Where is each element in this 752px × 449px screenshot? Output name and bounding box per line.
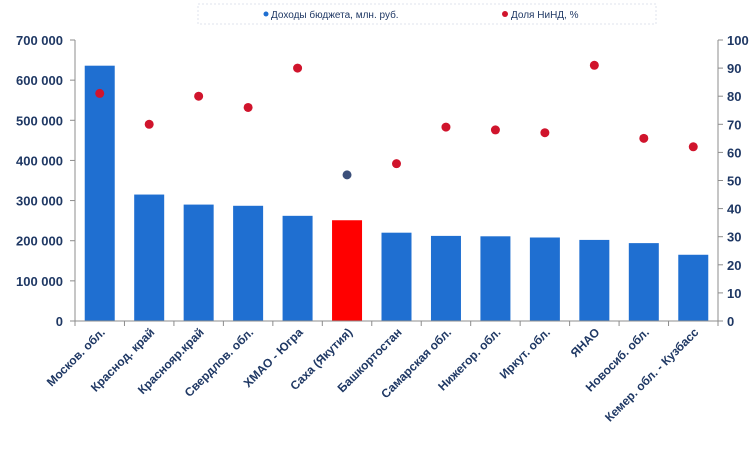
right-tick-label-3: 30 bbox=[727, 230, 741, 245]
left-tick-label-7: 700 000 bbox=[16, 33, 63, 48]
bar-3 bbox=[233, 205, 264, 321]
bar-7 bbox=[430, 235, 461, 321]
right-tick-label-5: 50 bbox=[727, 174, 741, 189]
share-point-6 bbox=[392, 159, 401, 169]
axes-layer: 0 100 000 200 000 300 000 400 000 500 000 600 … bbox=[16, 33, 749, 329]
left-tick-label-6: 600 000 bbox=[16, 73, 63, 88]
share-point-1 bbox=[144, 119, 154, 129]
category-labels: Москов. обл.Краснод. крайКраснояр.крайСв… bbox=[44, 325, 702, 425]
legend-box bbox=[197, 3, 657, 25]
right-tick-label-1: 10 bbox=[727, 286, 741, 301]
left-tick-label-4: 400 000 bbox=[16, 153, 63, 168]
share-point-4 bbox=[293, 63, 303, 73]
share-point-8 bbox=[490, 125, 500, 135]
legend-marker-share bbox=[502, 11, 508, 17]
share-point-5 bbox=[342, 170, 352, 180]
left-tick-label-3: 300 000 bbox=[16, 194, 63, 209]
share-point-10 bbox=[589, 60, 599, 70]
right-tick-label-6: 60 bbox=[727, 145, 741, 160]
category-label-12: Кемер. обл. - Кузбасс bbox=[602, 325, 702, 425]
bar-5 bbox=[332, 220, 363, 321]
bar-11 bbox=[628, 243, 659, 321]
legend-marker-revenue bbox=[263, 11, 269, 17]
bars-layer bbox=[84, 65, 709, 321]
right-tick-label-0: 0 bbox=[727, 314, 734, 329]
share-point-9 bbox=[540, 128, 550, 138]
share-point-12 bbox=[688, 142, 698, 152]
dots-layer bbox=[95, 60, 698, 180]
right-tick-label-9: 90 bbox=[727, 61, 741, 76]
legend-label-share: Доля НиНД, % bbox=[511, 10, 579, 21]
bar-0 bbox=[84, 65, 115, 321]
bar-12 bbox=[678, 254, 709, 321]
share-point-11 bbox=[639, 133, 649, 143]
bar-8 bbox=[480, 236, 511, 321]
right-tick-label-10: 100 bbox=[727, 33, 749, 48]
right-tick-label-4: 40 bbox=[727, 202, 741, 217]
share-point-3 bbox=[243, 102, 253, 112]
bar-4 bbox=[282, 215, 313, 321]
bar-9 bbox=[529, 237, 560, 321]
right-tick-label-7: 70 bbox=[727, 117, 741, 132]
left-tick-label-0: 0 bbox=[56, 314, 63, 329]
bar-10 bbox=[579, 239, 610, 321]
left-tick-label-5: 500 000 bbox=[16, 113, 63, 128]
right-tick-label-2: 20 bbox=[727, 258, 741, 273]
bar-1 bbox=[134, 194, 165, 321]
legend: Доходы бюджета, млн. руб. Доля НиНД, % bbox=[197, 3, 657, 25]
right-tick-label-8: 80 bbox=[727, 89, 741, 104]
share-point-0 bbox=[95, 88, 105, 98]
category-label-9: Иркут. обл. bbox=[497, 325, 553, 381]
share-point-2 bbox=[194, 91, 204, 101]
left-tick-label-2: 200 000 bbox=[16, 234, 63, 249]
left-tick-label-1: 100 000 bbox=[16, 274, 63, 289]
bar-2 bbox=[183, 204, 214, 321]
bar-6 bbox=[381, 232, 412, 321]
share-point-7 bbox=[441, 122, 451, 132]
category-label-10: ЯНАО bbox=[568, 325, 603, 360]
legend-label-revenue: Доходы бюджета, млн. руб. bbox=[271, 9, 399, 21]
